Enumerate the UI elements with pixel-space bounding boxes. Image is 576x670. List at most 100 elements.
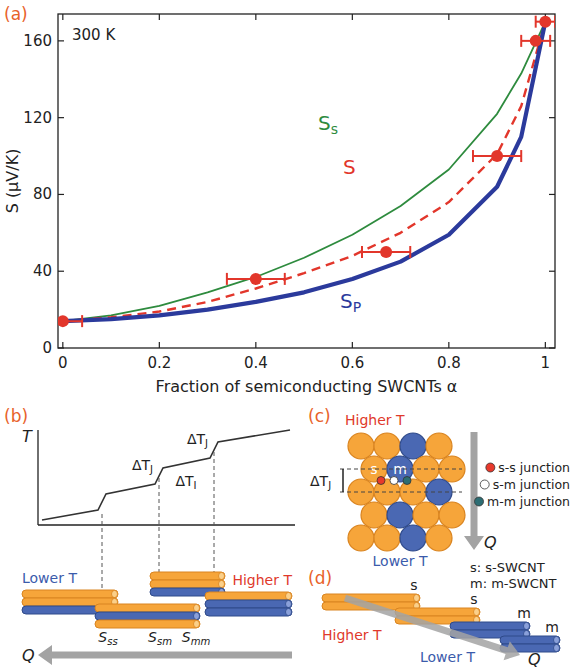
seebeck-label: Ssm xyxy=(148,629,172,647)
error-cap xyxy=(535,16,537,28)
error-cap xyxy=(284,273,286,285)
junction-drop-label: ΔTJ xyxy=(187,431,208,449)
x-tick xyxy=(159,14,160,20)
seebeck-label-sub: sm xyxy=(157,636,172,647)
heat-flow-group xyxy=(344,595,520,661)
nanotube xyxy=(22,590,118,598)
curve-label: SP xyxy=(340,289,361,315)
nanotube xyxy=(500,636,560,644)
seebeck-label-base: S xyxy=(148,629,157,645)
y-tick xyxy=(549,117,555,118)
panel-label: (b) xyxy=(4,406,28,426)
nanotube-section xyxy=(374,525,400,551)
y-tick xyxy=(58,271,64,272)
guide-line xyxy=(340,492,462,493)
seebeck-label-sub: ss xyxy=(107,636,118,647)
nanotube-section xyxy=(361,502,387,528)
junction-drop-label-base: ΔT xyxy=(310,473,329,489)
curve-label-main: S xyxy=(318,111,331,135)
seebeck-label: Sss xyxy=(98,629,118,647)
x-tick xyxy=(255,342,256,348)
hot-end-label: Higher T xyxy=(232,572,292,588)
tube-label: s xyxy=(470,591,477,607)
junction-drop-label-sub: J xyxy=(327,480,331,491)
nanotube-end xyxy=(524,622,530,629)
x-tick xyxy=(255,14,256,20)
axis xyxy=(37,430,38,525)
plot-marks xyxy=(58,16,555,327)
panel-b: (b)TΔTJΔTJΔTILower THigher TSssSsmSmmQ xyxy=(4,406,295,665)
nanotube xyxy=(205,600,292,608)
x-tick-label: 0.8 xyxy=(437,354,461,372)
data-point xyxy=(58,315,69,327)
error-cap xyxy=(549,35,551,47)
tube-label: m xyxy=(517,605,531,621)
cold-end-label: Lower T xyxy=(22,570,77,586)
y-tick xyxy=(549,194,555,195)
panel-d: (d)s: s-SWCNTm: m-SWCNTssmmHigher TLower… xyxy=(308,560,560,669)
legend-label: s-m junction xyxy=(493,477,570,492)
nanotube xyxy=(322,594,420,602)
curve-label-sub: s xyxy=(331,121,338,137)
guide-line xyxy=(340,469,462,470)
x-tick-label: 1 xyxy=(541,354,551,372)
nanotube-end xyxy=(286,592,292,599)
y-tick xyxy=(549,271,555,272)
junction-drop-label-base: ΔT xyxy=(132,457,151,473)
x-tick xyxy=(159,342,160,348)
heat-flow-arrow xyxy=(344,595,520,661)
legend-label: m-m junction xyxy=(487,494,570,509)
seebeck-label-base: S xyxy=(98,629,107,645)
x-tick-label: 0.4 xyxy=(244,354,268,372)
guide-line xyxy=(214,452,215,572)
data-point xyxy=(491,150,503,162)
nanotube-section xyxy=(348,525,374,551)
nanotube xyxy=(95,604,200,612)
nanotube xyxy=(95,620,200,628)
nanotube-end xyxy=(286,600,292,607)
x-tick xyxy=(352,14,353,20)
nanotube-end xyxy=(194,620,200,627)
junction-dot xyxy=(377,477,385,485)
data-point xyxy=(530,35,542,47)
axis xyxy=(38,524,295,525)
nanotube-end xyxy=(194,604,200,611)
hot-end-label: Higher T xyxy=(322,627,382,643)
nanotube xyxy=(205,592,292,600)
heat-flow-label: Q xyxy=(528,650,541,669)
error-cap xyxy=(520,150,522,162)
legend-dot xyxy=(480,480,489,489)
y-tick xyxy=(58,40,64,41)
nanotube-section xyxy=(374,433,400,459)
tube-label: m xyxy=(545,619,559,635)
nanotube-end xyxy=(219,580,225,587)
nanotube xyxy=(95,612,200,620)
error-cap xyxy=(81,315,83,327)
error-cap xyxy=(472,150,474,162)
tube-label: s xyxy=(410,577,417,593)
figure: (a)00.20.40.60.8104080120160Fraction of … xyxy=(0,0,576,670)
x-tick-label: 0.2 xyxy=(147,354,171,372)
nanotube-end xyxy=(554,636,560,643)
nanotube-end xyxy=(474,608,480,615)
junction-drop-label: ΔTJ xyxy=(132,457,153,475)
legend-dot xyxy=(475,497,484,506)
x-tick xyxy=(62,342,63,348)
panel-c: (c)Higher TsmΔTJQs-s junctions-m junctio… xyxy=(308,406,570,569)
hot-end-label: Higher T xyxy=(345,412,405,428)
heat-flow-label: Q xyxy=(22,646,35,665)
junction-dot xyxy=(390,477,398,485)
heat-flow-arrow xyxy=(464,432,484,550)
cold-end-label: Lower T xyxy=(420,649,475,665)
nanotube-section xyxy=(348,433,374,459)
error-cap xyxy=(520,35,522,47)
nanotube-section xyxy=(400,525,426,551)
axis-title: T xyxy=(22,427,33,446)
curve-label-main: S xyxy=(343,155,356,179)
key-label: s: s-SWCNT xyxy=(470,560,545,575)
y-axis-title: S (µV/K) xyxy=(3,149,22,214)
bracket xyxy=(342,469,344,492)
annotation: 300 K xyxy=(72,26,116,44)
error-cap xyxy=(226,273,228,285)
y-tick-label: 80 xyxy=(33,185,52,203)
